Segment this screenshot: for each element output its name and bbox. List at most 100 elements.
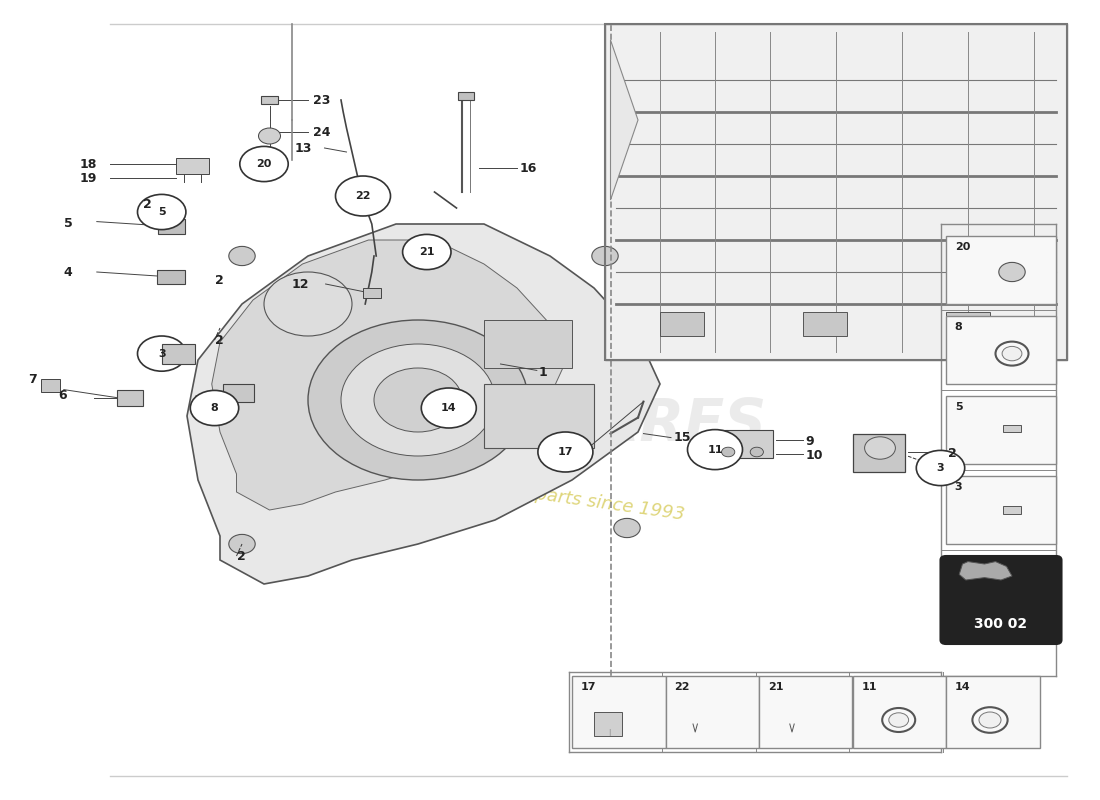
Circle shape: [138, 194, 186, 230]
Text: a passion for parts since 1993: a passion for parts since 1993: [414, 468, 686, 524]
Bar: [158, 219, 185, 234]
Bar: [363, 288, 381, 298]
Circle shape: [240, 146, 288, 182]
Circle shape: [341, 344, 495, 456]
Circle shape: [614, 518, 640, 538]
Circle shape: [190, 390, 239, 426]
Bar: [660, 312, 704, 336]
Text: 9: 9: [805, 435, 814, 448]
Bar: [852, 434, 905, 472]
Circle shape: [138, 336, 186, 371]
Bar: [41, 379, 60, 392]
Bar: [720, 430, 773, 458]
Text: 5: 5: [158, 207, 165, 217]
Text: 3: 3: [955, 482, 962, 492]
Bar: [157, 270, 185, 284]
Text: 3: 3: [937, 463, 944, 473]
Bar: [605, 24, 1067, 360]
Bar: [223, 384, 254, 402]
Polygon shape: [610, 40, 638, 200]
Polygon shape: [187, 224, 660, 584]
FancyBboxPatch shape: [940, 556, 1062, 644]
Text: 7: 7: [29, 373, 37, 386]
Text: 4: 4: [64, 266, 73, 278]
Bar: [759, 676, 852, 748]
Circle shape: [999, 262, 1025, 282]
Circle shape: [865, 437, 895, 459]
Text: 2: 2: [948, 447, 957, 460]
Circle shape: [308, 320, 528, 480]
Text: 19: 19: [79, 172, 97, 185]
Bar: [458, 92, 474, 100]
Text: 2: 2: [143, 198, 152, 210]
Text: 23: 23: [314, 94, 331, 106]
Bar: [946, 676, 1040, 748]
Text: 5: 5: [955, 402, 962, 413]
Circle shape: [889, 713, 909, 727]
Circle shape: [688, 430, 742, 470]
Text: 22: 22: [674, 682, 690, 692]
Text: 20: 20: [955, 242, 970, 253]
Text: 10: 10: [805, 449, 823, 462]
Text: 2: 2: [236, 550, 245, 562]
Circle shape: [979, 712, 1001, 728]
Bar: [605, 24, 1067, 360]
Text: 11: 11: [707, 445, 723, 454]
Text: 1: 1: [539, 366, 548, 378]
Text: 18: 18: [79, 158, 97, 170]
Text: 17: 17: [581, 682, 596, 692]
Text: 15: 15: [673, 431, 691, 444]
Polygon shape: [959, 562, 1012, 580]
Circle shape: [1002, 346, 1022, 361]
Text: 24: 24: [314, 126, 331, 138]
Circle shape: [403, 234, 451, 270]
Circle shape: [374, 368, 462, 432]
Bar: [1003, 425, 1021, 432]
Circle shape: [722, 447, 735, 457]
Bar: [484, 320, 572, 368]
Circle shape: [421, 388, 476, 428]
Bar: [261, 95, 278, 105]
Text: 3: 3: [158, 349, 165, 358]
Bar: [1003, 506, 1021, 514]
Circle shape: [916, 450, 965, 486]
Text: |: |: [607, 730, 610, 736]
Text: 8: 8: [955, 322, 962, 333]
Bar: [484, 384, 594, 448]
Circle shape: [258, 128, 280, 144]
Bar: [162, 344, 195, 364]
Circle shape: [750, 447, 763, 457]
Circle shape: [336, 176, 390, 216]
Bar: [666, 676, 759, 748]
Text: 20: 20: [256, 159, 272, 169]
Text: 21: 21: [419, 247, 435, 257]
Text: 8: 8: [210, 403, 219, 413]
Bar: [852, 676, 946, 748]
Circle shape: [229, 534, 255, 554]
Text: 6: 6: [58, 389, 67, 402]
Text: EUROSPARES: EUROSPARES: [333, 395, 767, 453]
Text: 14: 14: [441, 403, 456, 413]
Text: 5: 5: [64, 217, 73, 230]
Text: 2: 2: [214, 274, 223, 286]
Text: 12: 12: [292, 278, 309, 290]
Bar: [946, 236, 1056, 304]
Bar: [946, 312, 990, 336]
Bar: [803, 312, 847, 336]
Text: 21: 21: [768, 682, 783, 692]
Bar: [594, 712, 621, 736]
Text: 16: 16: [519, 162, 537, 174]
Circle shape: [264, 272, 352, 336]
Text: 300 02: 300 02: [975, 617, 1027, 631]
Text: 2: 2: [214, 334, 223, 346]
Bar: [946, 396, 1056, 464]
Bar: [946, 476, 1056, 544]
Polygon shape: [176, 158, 209, 174]
Bar: [117, 390, 143, 406]
Bar: [572, 676, 666, 748]
Bar: [946, 316, 1056, 384]
Text: 17: 17: [558, 447, 573, 457]
Circle shape: [229, 246, 255, 266]
Text: 11: 11: [861, 682, 877, 692]
Text: 22: 22: [355, 191, 371, 201]
